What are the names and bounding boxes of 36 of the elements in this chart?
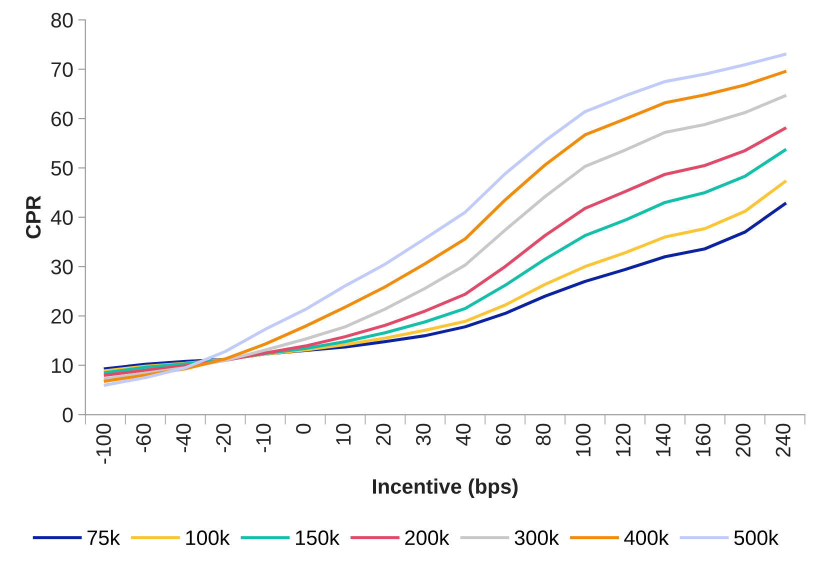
y-tick-label: 20 [51, 308, 73, 324]
legend-label: 500k [734, 530, 779, 546]
x-tick-label: 0 [296, 424, 311, 434]
x-tick-label: -20 [216, 424, 231, 452]
legend-label: 400k [624, 530, 669, 546]
y-tick-label: 80 [51, 12, 73, 28]
x-tick-label: 140 [656, 424, 671, 456]
y-tick-label: 40 [50, 210, 73, 226]
x-axis-title: Incentive (bps) [373, 478, 518, 498]
y-tick-label: 70 [51, 62, 73, 77]
x-tick-label: -10 [256, 424, 271, 452]
y-tick-label: 50 [51, 160, 73, 176]
x-tick-label: 120 [616, 424, 631, 456]
legend-label: 300k [514, 530, 560, 546]
x-tick-label: -60 [136, 424, 151, 452]
x-tick-label: 160 [696, 424, 711, 456]
x-tick-label: 240 [776, 424, 790, 457]
x-tick-label: 20 [376, 424, 391, 446]
y-tick-label: 0 [62, 408, 73, 422]
y-tick-label: 30 [51, 260, 73, 274]
legend-label: 100k [186, 530, 230, 546]
legend-label: 75k [88, 530, 120, 546]
x-tick-label: 30 [416, 424, 431, 446]
y-tick-label: 60 [51, 112, 73, 126]
legend-label: 150k [296, 530, 340, 546]
x-tick-label: -40 [176, 424, 191, 452]
x-tick-label: 40 [456, 424, 471, 446]
y-axis-title: CPR [26, 196, 41, 238]
x-tick-label: 10 [336, 424, 351, 445]
legend-label: 200k [405, 530, 450, 546]
x-tick-label: -100 [96, 424, 111, 464]
y-tick-label: 10 [52, 358, 73, 374]
x-tick-label: 100 [576, 424, 591, 456]
x-tick-label: 80 [536, 424, 551, 446]
x-tick-label: 60 [496, 424, 511, 446]
x-tick-label: 200 [736, 424, 751, 457]
